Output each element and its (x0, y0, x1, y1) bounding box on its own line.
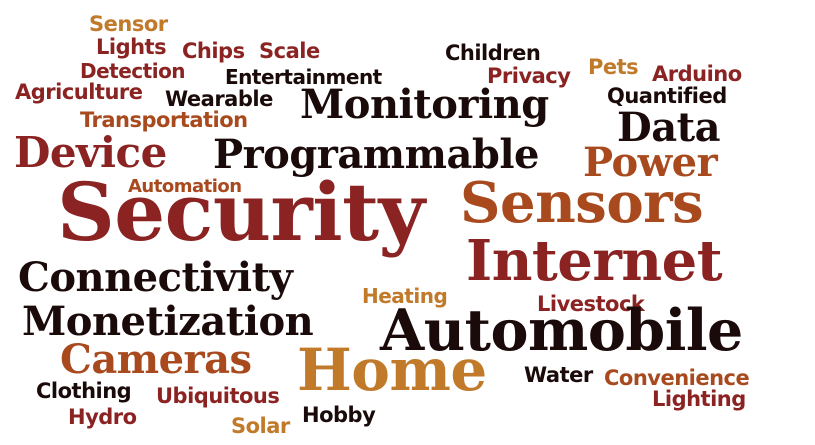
word-sensors: Sensors (460, 170, 704, 236)
word-home: Home (297, 336, 487, 404)
word-monitoring: Monitoring (300, 81, 549, 128)
word-power: Power (583, 139, 718, 186)
word-water: Water (524, 363, 593, 387)
word-connectivity: Connectivity (18, 254, 293, 301)
word-heating: Heating (362, 284, 448, 308)
word-entertainment: Entertainment (225, 65, 382, 89)
word-convenience: Convenience (604, 366, 750, 390)
word-solar: Solar (231, 414, 290, 438)
word-sensor: Sensor (89, 12, 168, 36)
word-lights: Lights (96, 35, 167, 59)
word-automation: Automation (128, 176, 242, 197)
word-security: Security (57, 165, 425, 259)
word-wearable: Wearable (165, 87, 273, 111)
word-internet: Internet (466, 228, 723, 294)
word-cameras: Cameras (60, 336, 252, 383)
word-livestock: Livestock (537, 292, 645, 316)
word-arduino: Arduino (652, 62, 742, 86)
word-lighting: Lighting (652, 387, 746, 411)
word-data: Data (617, 104, 721, 151)
word-transportation: Transportation (80, 108, 248, 132)
word-device: Device (14, 128, 167, 177)
word-hobby: Hobby (302, 403, 376, 427)
word-programmable: Programmable (213, 131, 539, 178)
word-detection: Detection (80, 59, 186, 83)
word-children: Children (445, 41, 541, 65)
word-pets: Pets (588, 55, 639, 79)
word-monetization: Monetization (22, 298, 314, 345)
word-ubiquitous: Ubiquitous (156, 384, 280, 408)
word-scale: Scale (259, 39, 320, 63)
word-automobile: Automobile (380, 297, 743, 364)
word-clothing: Clothing (36, 379, 132, 403)
word-hydro: Hydro (68, 405, 137, 429)
word-chips: Chips (182, 39, 245, 63)
word-agriculture: Agriculture (15, 80, 143, 104)
word-privacy: Privacy (487, 64, 571, 88)
word-quantified: Quantified (607, 84, 727, 108)
